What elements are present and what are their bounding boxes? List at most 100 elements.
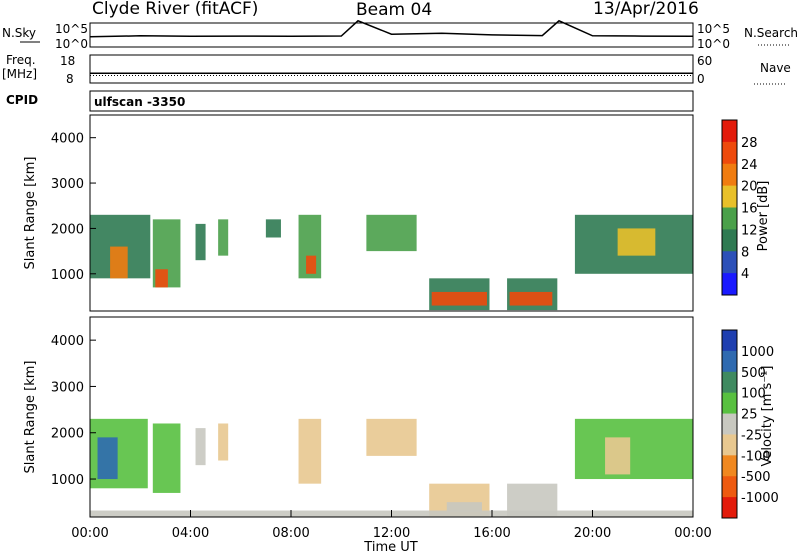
noise-ytick-bottom-right: 10^0 [697, 37, 730, 51]
scatter-region [265, 219, 281, 238]
power-colorbar-label: Power [dB] [756, 181, 771, 252]
colorbar-segment [722, 497, 737, 519]
nsearch-label: N.Search [744, 26, 798, 40]
velocity-yaxis: 1000 2000 3000 4000 [51, 334, 96, 488]
colorbar-tick-label: 12 [741, 223, 758, 238]
colorbar-tick-label: 16 [741, 202, 758, 217]
noise-series [89, 19, 694, 38]
nave-label: Nave [760, 61, 791, 75]
scatter-region [195, 223, 206, 261]
colorbar-frame [721, 329, 738, 519]
scatter-region [366, 418, 417, 456]
scatter-region [218, 219, 229, 256]
noise-ytick-bottom-left: 10^0 [55, 37, 88, 51]
scatter-region [617, 228, 656, 256]
beam-title: Beam 04 [356, 0, 432, 20]
xtick-label: 00:00 [674, 526, 711, 541]
scatter-region [298, 418, 322, 484]
colorbar-tick-label: 20 [741, 180, 758, 195]
colorbar-tick-label: -25 [741, 428, 762, 443]
date-title: 13/Apr/2016 [593, 0, 699, 19]
station-title: Clyde River (fitACF) [92, 0, 258, 19]
ytick-label: 1000 [51, 268, 84, 283]
colorbar-segment [722, 371, 737, 394]
colorbar-tick-label: 1000 [741, 345, 774, 360]
freq-ytick-top-left: 18 [60, 54, 75, 68]
power-panel-frame [89, 114, 694, 312]
scatter-region [110, 246, 128, 279]
scatter-region [446, 502, 482, 512]
colorbar-tick-label: -1000 [741, 491, 779, 506]
colorbar-segment [722, 413, 737, 435]
colorbar-segment [722, 273, 737, 296]
power-colorbar: 4 8 12 16 20 24 28 [721, 119, 758, 296]
scatter-region [195, 428, 206, 466]
nave-ytick-top-right: 60 [697, 54, 712, 68]
noise-line [89, 19, 694, 38]
colorbar-tick-label: 24 [741, 158, 758, 173]
power-yaxis: 1000 2000 3000 4000 [51, 132, 96, 283]
ytick-label: 4000 [51, 132, 84, 147]
colorbar-segment [722, 455, 737, 477]
colorbar-segment [722, 251, 737, 274]
colorbar-segment [722, 350, 737, 373]
scatter-region [97, 437, 118, 480]
colorbar-tick-label: 8 [741, 245, 749, 260]
colorbar-tick-label: 4 [741, 267, 749, 282]
freq-label: Freq. [6, 53, 36, 67]
power-heatmap [90, 214, 693, 311]
colorbar-segment [722, 476, 737, 498]
colorbar-tick-label: -500 [741, 470, 771, 485]
scatter-region [152, 423, 181, 493]
colorbar-segment [722, 163, 737, 187]
colorbar-tick-label: -100 [741, 449, 771, 464]
freq-ytick-bottom-left: 8 [66, 72, 74, 86]
scatter-region [218, 423, 229, 461]
time-xlabel: Time UT [363, 540, 417, 554]
colorbar-segment [722, 120, 737, 143]
scatter-region [574, 418, 693, 480]
scatter-region [366, 214, 417, 252]
scatter-region [605, 437, 631, 475]
colorbar-segment [722, 229, 737, 252]
power-ylabel: Slant Range [km] [23, 157, 38, 270]
scatter-region [155, 269, 168, 288]
velocity-colorbar-label: Velocity [m s⁻¹] [760, 366, 775, 467]
cpid-panel [89, 90, 694, 112]
cpid-value: ulfscan -3350 [94, 95, 185, 109]
colorbar-tick-label: 100 [741, 387, 766, 402]
xtick-label: 12:00 [373, 526, 410, 541]
ytick-label: 2000 [51, 427, 84, 442]
colorbar-frame [721, 119, 738, 296]
xtick-label: 00:00 [71, 526, 108, 541]
velocity-ylabel: Slant Range [km] [23, 361, 38, 474]
colorbar-segment [722, 330, 737, 352]
colorbar-tick-label: 500 [741, 366, 766, 381]
nsky-label: N.Sky [2, 26, 36, 40]
freq-panel [89, 54, 694, 84]
ytick-label: 2000 [51, 222, 84, 237]
scatter-region [306, 255, 317, 274]
xtick-label: 20:00 [574, 526, 611, 541]
xtick-label: 16:00 [473, 526, 510, 541]
cpid-label: CPID [6, 93, 38, 107]
ytick-label: 3000 [51, 380, 84, 395]
colorbar-segment [722, 434, 737, 456]
scatter-region [509, 291, 553, 306]
colorbar-tick-label: 25 [741, 408, 758, 423]
freq-series [90, 72, 693, 76]
velocity-heatmap [90, 418, 693, 517]
scatter-region [431, 291, 487, 306]
noise-panel [89, 22, 694, 48]
xtick-label: 04:00 [172, 526, 209, 541]
nave-ytick-bottom-right: 0 [697, 72, 705, 86]
colorbar-segment [722, 392, 737, 415]
velocity-colorbar: 1000 500 100 25 -25 -100 -500 -1000 [721, 329, 779, 519]
colorbar-segment [722, 185, 737, 208]
ytick-label: 1000 [51, 473, 84, 488]
ytick-label: 3000 [51, 177, 84, 192]
colorbar-segment [722, 141, 737, 165]
colorbar-segment [722, 207, 737, 230]
colorbar-tick-label: 28 [741, 136, 758, 151]
